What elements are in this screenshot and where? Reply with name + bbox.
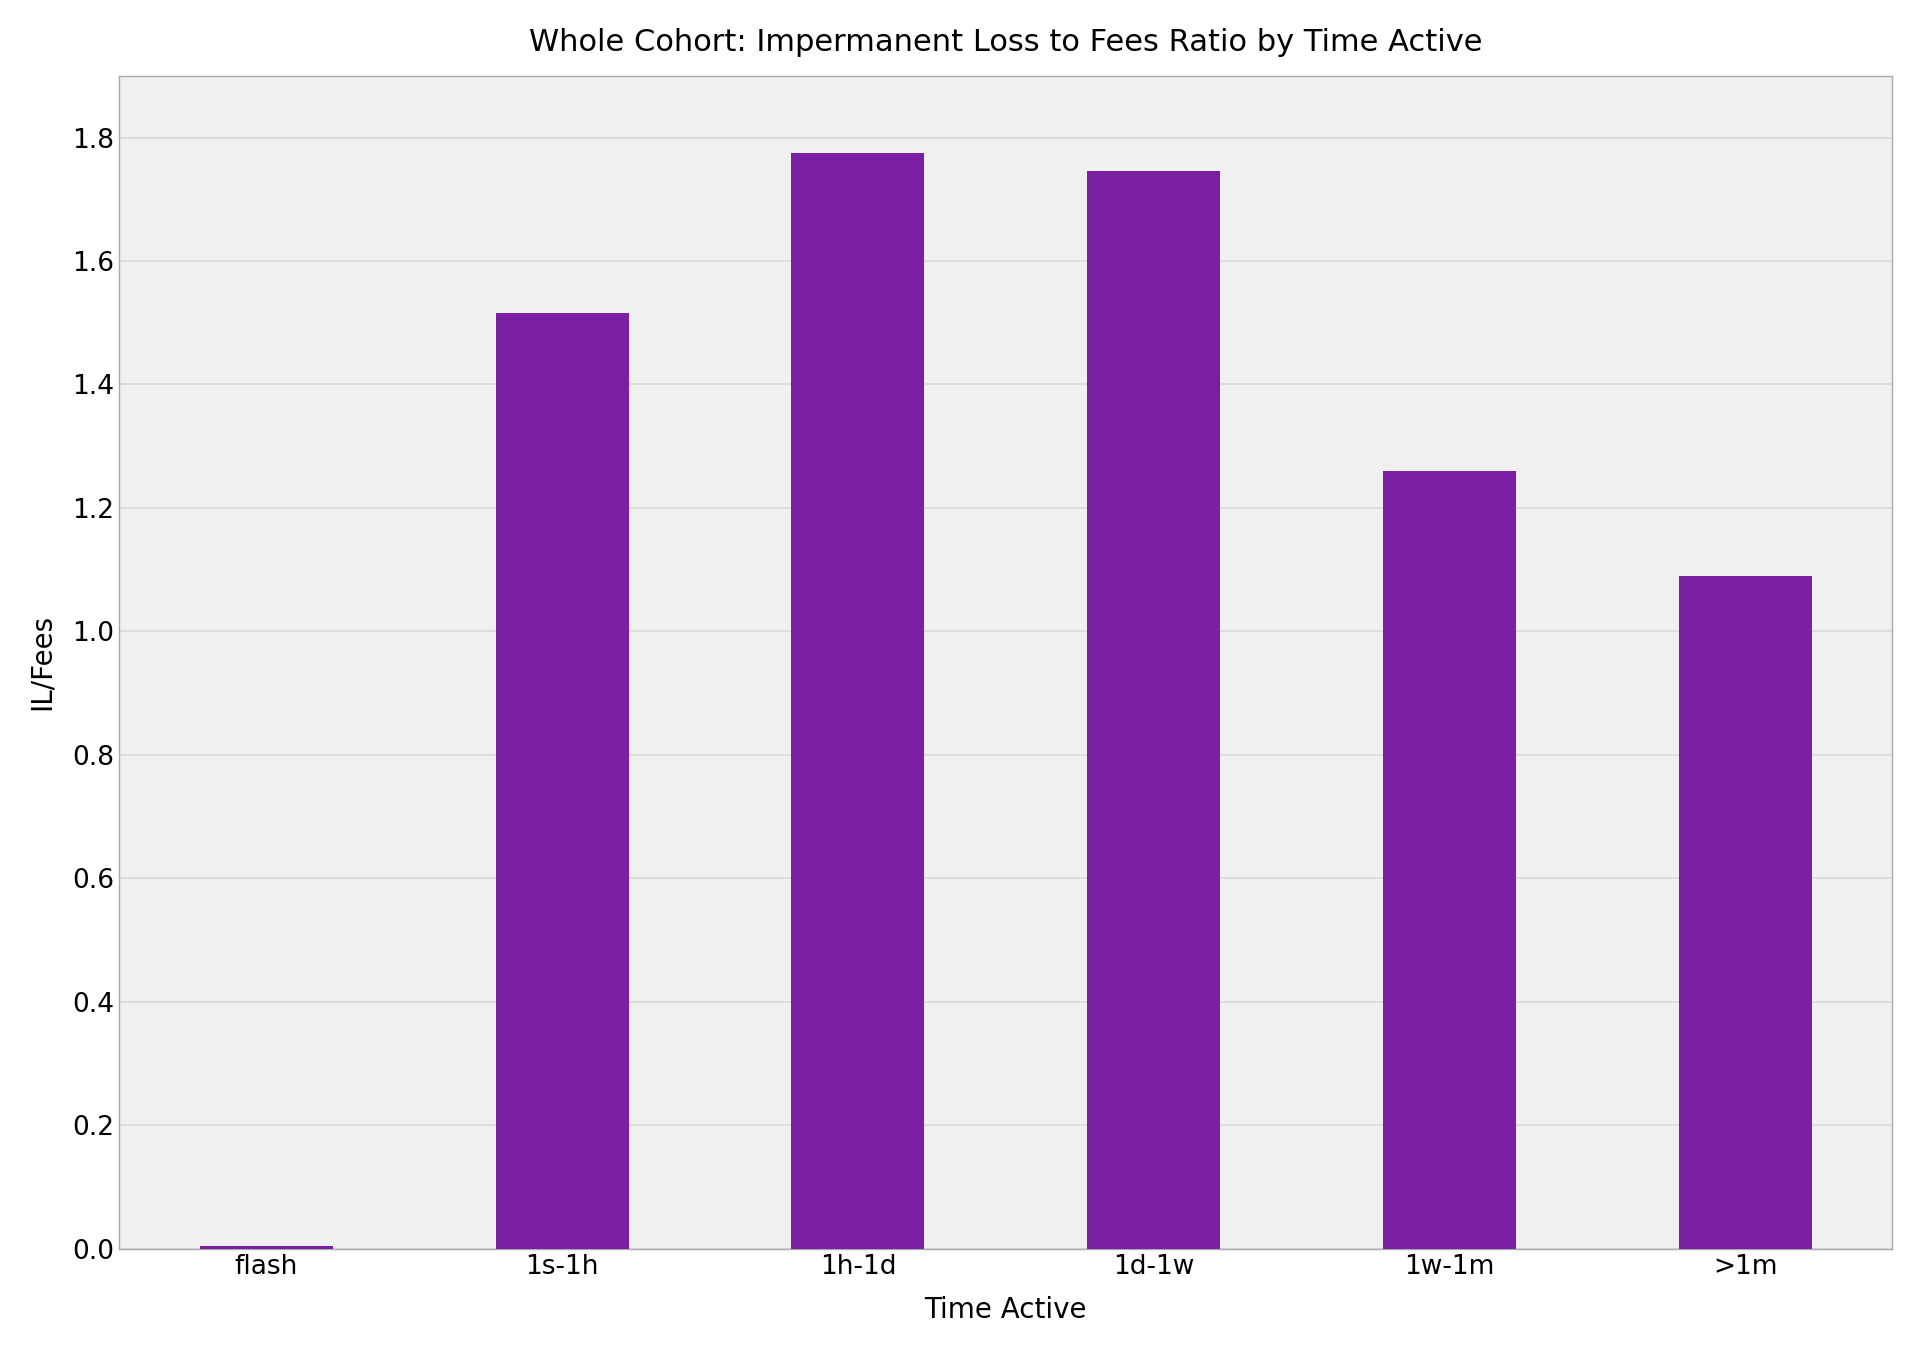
Bar [495, 314, 628, 1249]
X-axis label: Time Active: Time Active [925, 1297, 1087, 1324]
Bar [1678, 576, 1812, 1249]
Title: Whole Cohort: Impermanent Loss to Fees Ratio by Time Active: Whole Cohort: Impermanent Loss to Fees R… [530, 28, 1482, 57]
Y-axis label: IL/Fees: IL/Fees [27, 614, 56, 710]
Bar [1087, 172, 1221, 1249]
Bar [200, 1245, 332, 1249]
Bar [791, 153, 924, 1249]
Bar [1382, 470, 1517, 1249]
